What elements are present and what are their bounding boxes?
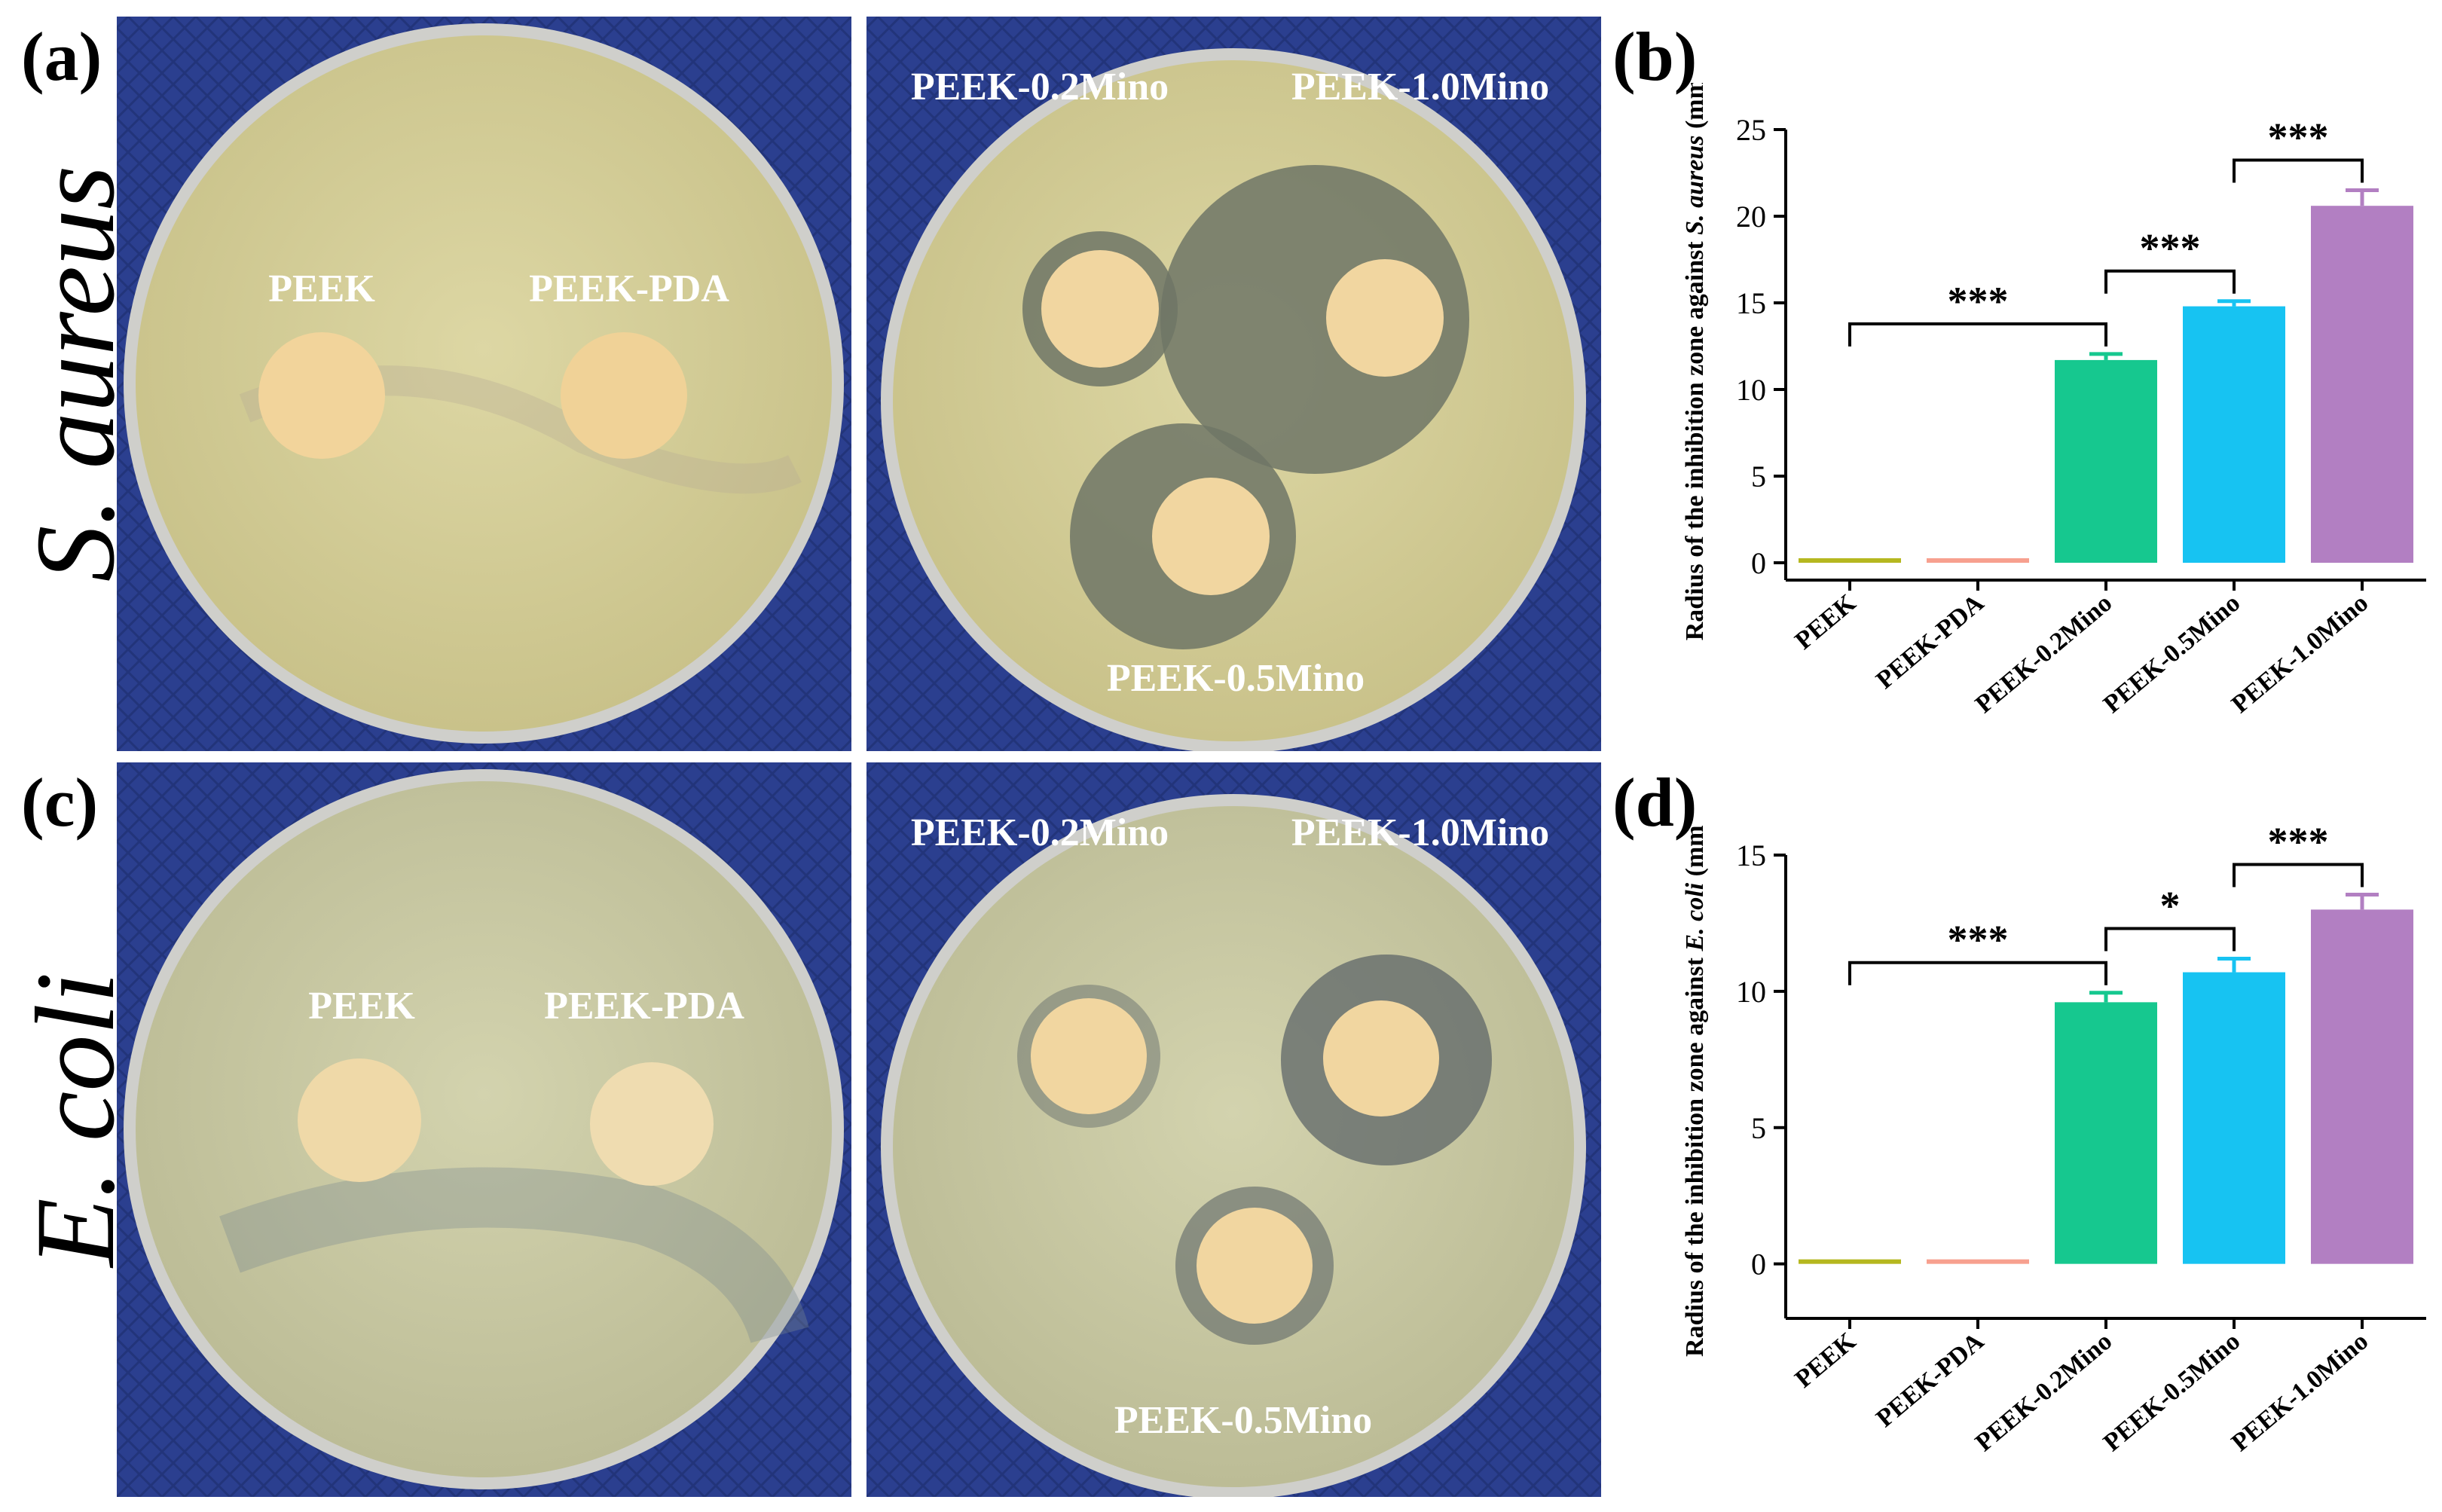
y-tick-label: 5 [1751,1111,1766,1145]
significance-label: *** [2268,825,2329,864]
photo-aureus-mino-plate: PEEK-0.2Mino PEEK-1.0Mino PEEK-0.5Mino [866,17,1601,751]
plate-label-02mino-coli: PEEK-0.2Mino [911,811,1169,854]
significance-label: *** [1948,918,2009,963]
y-axis-label: Radius of the inhibition zone against S.… [1681,83,1709,640]
plate-label-05mino: PEEK-0.5Mino [1107,657,1365,700]
photo-aureus-control-plate: PEEK PEEK-PDA [117,17,851,751]
x-tick-label: PEEK-PDA [1871,589,1989,695]
y-tick-label: 0 [1751,546,1766,580]
chart-b: 0 5 10 15 20 25 PEEK PEEK-PDA PEEK-0.2Mino PEEK-0… [1673,69,2434,746]
significance-bracket [1848,322,2107,347]
y-tick-label: 10 [1736,975,1766,1009]
x-tick-label: PEEK-1.0Mino [2227,1327,2373,1457]
plate-label-02mino: PEEK-0.2Mino [911,66,1169,108]
bar-peek-10mino [2311,909,2413,1264]
y-axis-label-organism: E. coli [1681,882,1709,951]
y-tick-label: 5 [1751,460,1766,493]
y-tick-label: 20 [1736,200,1766,234]
x-tick-label: PEEK-0.2Mino [1970,589,2117,719]
x-tick-label: PEEK [1789,588,1861,655]
plate-label-10mino: PEEK-1.0Mino [1291,66,1549,108]
y-axis-label-suffix: (mm) [1681,83,1709,136]
bar-peek [1799,558,1901,563]
plate-label-peek-coli: PEEK [308,985,415,1028]
panel-label-a: (a) [21,18,102,95]
y-axis-label-suffix: (mm) [1681,825,1709,883]
bar-peek-02mino [2055,359,2157,563]
photo-coli-control-plate: PEEK PEEK-PDA [117,762,851,1497]
panel-label-c: (c) [21,764,99,841]
significance-label: *** [2140,226,2201,271]
bar-peek-pda [1927,558,2029,563]
chart-d-svg: 0 5 10 15 PEEK PEEK-PDAPEEK-0.2MinoPEEK-0.5Mi… [1681,817,2426,1457]
significance-bracket [1848,961,2107,985]
plate-label-05mino-coli: PEEK-0.5Mino [1114,1399,1372,1442]
y-axis-label-prefix: Radius of the inhibition zone against [1681,951,1709,1357]
x-tick-label: PEEK [1789,1327,1861,1393]
plate-label-peek-pda-coli: PEEK-PDA [544,985,744,1028]
plate-label-10mino-coli: PEEK-1.0Mino [1291,811,1549,854]
y-tick-label: 0 [1751,1248,1766,1281]
significance-label: *** [2268,115,2329,160]
y-tick-label: 25 [1736,113,1766,147]
significance-label: * [2160,883,2181,928]
significance-bracket [2233,863,2364,887]
significance-bracket [2233,158,2364,183]
x-tick-label: PEEK-0.5Mino [2098,589,2245,719]
x-tick-label: PEEK-PDA [1871,1327,1989,1433]
x-tick-label: PEEK-0.2Mino [1970,1327,2117,1457]
bar-peek-02mino [2055,1002,2157,1264]
significance-label: *** [1948,279,2009,324]
y-tick-label: 15 [1736,286,1766,320]
plate-label-peek-pda: PEEK-PDA [529,267,729,310]
y-axis-label-organism: S. aureus [1681,136,1709,235]
bar-peek [1799,1259,1901,1264]
x-tick-label: PEEK-0.5Mino [2098,1327,2245,1457]
y-axis-label-prefix: Radius of the inhibition zone against [1681,235,1709,640]
chart-d: 0 5 10 15 PEEK PEEK-PDA PEEK-0.2Mino PEEK-0.5Mi… [1673,817,2434,1495]
photo-coli-mino-plate: PEEK-0.2Mino PEEK-1.0Mino PEEK-0.5Mino [866,762,1601,1497]
y-axis-label: Radius of the inhibition zone against E.… [1681,825,1709,1357]
chart-b-svg: 0 5 10 15 20 25 PEEK PEEK-PDAPEEK-0.2MinoPEEK-0… [1681,69,2426,719]
y-tick-label: 10 [1736,373,1766,407]
x-tick-label: PEEK-1.0Mino [2227,589,2373,719]
significance-bracket [2104,269,2236,294]
y-tick-label: 15 [1736,838,1766,872]
bar-peek-05mino [2183,306,2285,563]
panel-label-b: (b) [1612,18,1698,95]
plate-label-peek: PEEK [268,267,375,310]
panel-label-d: (d) [1612,764,1698,841]
bar-peek-05mino [2183,972,2285,1264]
bar-peek-pda [1927,1259,2029,1264]
bar-peek-10mino [2311,206,2413,563]
significance-bracket [2104,927,2236,951]
